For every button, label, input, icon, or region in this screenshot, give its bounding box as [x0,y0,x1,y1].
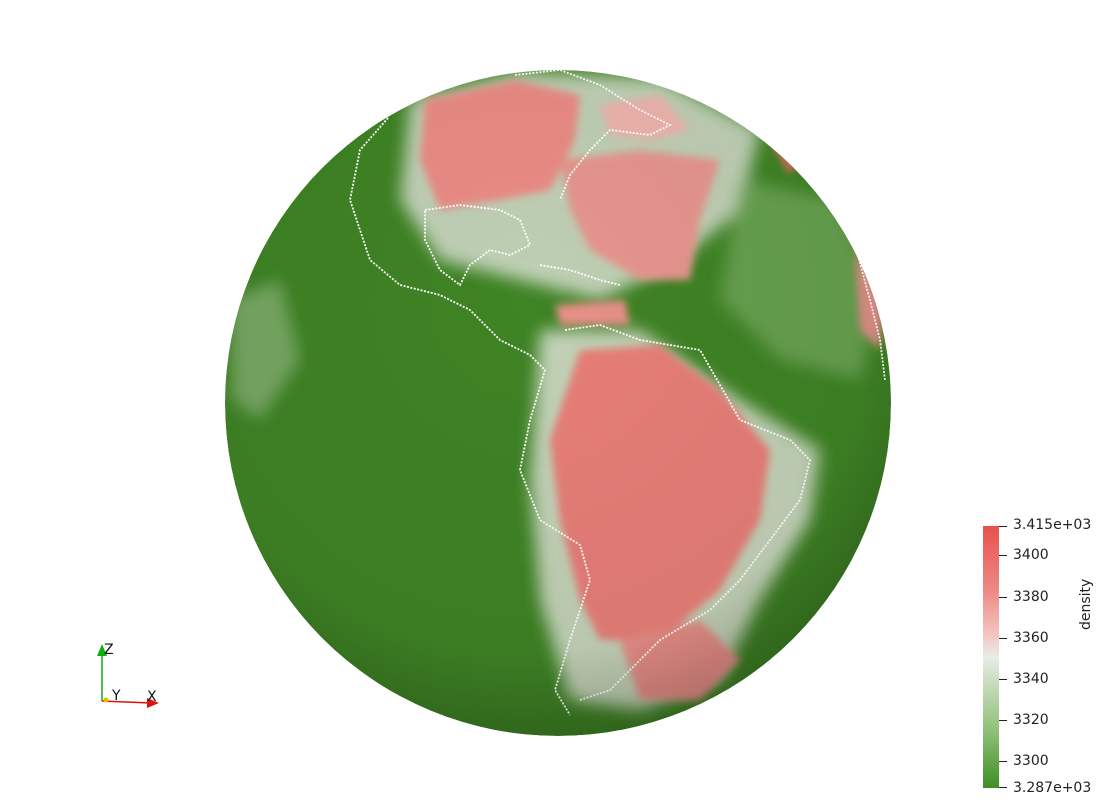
colorbar-gradient [983,526,999,788]
colorbar-tick-label: 3380 [1013,589,1049,605]
colorbar-tick [999,526,1007,527]
axes-triad [97,644,159,708]
colorbar-tick [999,638,1007,639]
colorbar-min-label: 3.287e+03 [1013,780,1092,796]
colorbar-tick [999,597,1007,598]
orientation-axes: Z Y X [92,640,172,710]
colorbar-tick [999,761,1007,762]
colorbar-tick-label: 3340 [1013,671,1049,687]
colorbar-tick-label: 3320 [1013,712,1049,728]
colorbar-tick-label: 3400 [1013,547,1049,563]
color-legend: 3.415e+03 3400 3380 3360 3340 3320 3300 … [980,517,1117,802]
colorbar-tick [999,720,1007,721]
colorbar-tick-label: 3300 [1013,753,1049,769]
colorbar-max-label: 3.415e+03 [1013,517,1092,533]
axis-z-label: Z [104,642,114,658]
axis-x-label: X [147,689,157,705]
axis-y-label: Y [112,688,121,704]
colorbar-tick [999,555,1007,556]
colorbar-tick [999,787,1007,788]
colorbar-tick [999,679,1007,680]
colorbar-tick-label: 3360 [1013,630,1049,646]
colorbar-title: density [1078,578,1094,630]
